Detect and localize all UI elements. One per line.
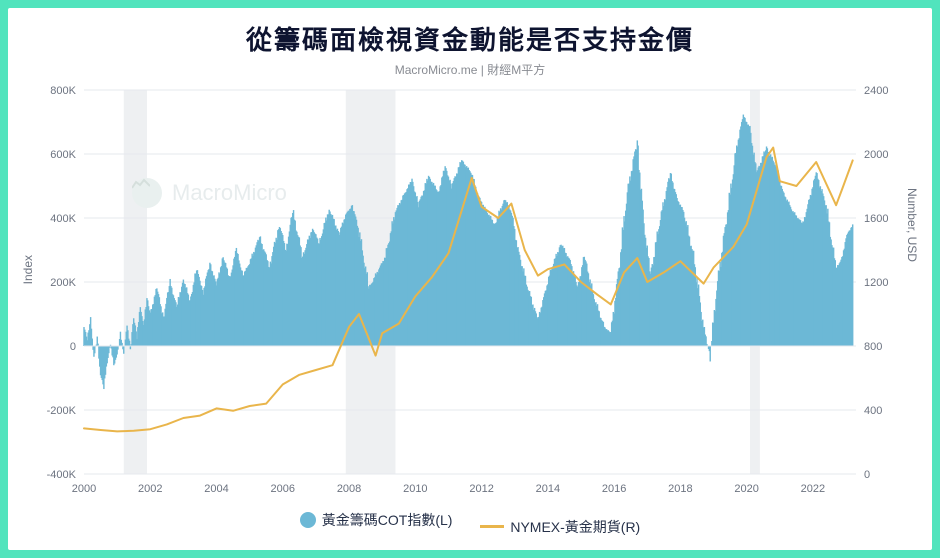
svg-text:2014: 2014 — [536, 483, 560, 495]
svg-text:400K: 400K — [50, 213, 76, 225]
svg-text:-400K: -400K — [47, 469, 77, 481]
chart-subtitle: MacroMicro.me | 財經M平方 — [8, 61, 932, 82]
svg-text:2018: 2018 — [668, 483, 692, 495]
svg-text:2002: 2002 — [138, 483, 162, 495]
legend-label-line: NYMEX-黃金期貨(R) — [510, 517, 640, 537]
legend-swatch-line — [480, 525, 504, 528]
svg-text:0: 0 — [864, 469, 870, 481]
chart-title: 從籌碼面檢視資金動能是否支持金價 — [8, 8, 932, 61]
svg-text:-200K: -200K — [47, 405, 77, 417]
svg-text:1600: 1600 — [864, 213, 888, 225]
svg-text:2016: 2016 — [602, 483, 626, 495]
chart-svg: -400K -200K 0 200K 400K 600K 800K 0 400 800 1200 16… — [22, 82, 918, 502]
chart-card-outer: 從籌碼面檢視資金動能是否支持金價 MacroMicro.me | 財經M平方 I… — [0, 0, 940, 558]
legend-label-area: 黃金籌碼COT指數(L) — [322, 510, 453, 530]
legend-swatch-area — [300, 512, 316, 528]
plot-area: Index Number, USD -400K-200K0200K400K600… — [22, 82, 918, 502]
svg-text:2012: 2012 — [469, 483, 493, 495]
svg-text:2008: 2008 — [337, 483, 361, 495]
legend-item-area: 黃金籌碼COT指數(L) — [300, 510, 453, 530]
svg-text:1200: 1200 — [864, 277, 888, 289]
svg-text:0: 0 — [70, 341, 76, 353]
svg-text:600K: 600K — [50, 149, 76, 161]
svg-text:2400: 2400 — [864, 85, 888, 97]
svg-text:2004: 2004 — [204, 483, 228, 495]
svg-text:2022: 2022 — [801, 483, 825, 495]
legend-item-line: NYMEX-黃金期貨(R) — [480, 517, 640, 537]
svg-text:200K: 200K — [50, 277, 76, 289]
svg-text:2020: 2020 — [734, 483, 758, 495]
legend: 黃金籌碼COT指數(L) NYMEX-黃金期貨(R) — [8, 502, 932, 537]
chart-card: 從籌碼面檢視資金動能是否支持金價 MacroMicro.me | 財經M平方 I… — [8, 8, 932, 550]
svg-text:2000: 2000 — [864, 149, 888, 161]
svg-text:800: 800 — [864, 341, 882, 353]
svg-text:2010: 2010 — [403, 483, 427, 495]
svg-text:2000: 2000 — [72, 483, 96, 495]
svg-text:2006: 2006 — [271, 483, 295, 495]
svg-text:800K: 800K — [50, 85, 76, 97]
svg-text:400: 400 — [864, 405, 882, 417]
